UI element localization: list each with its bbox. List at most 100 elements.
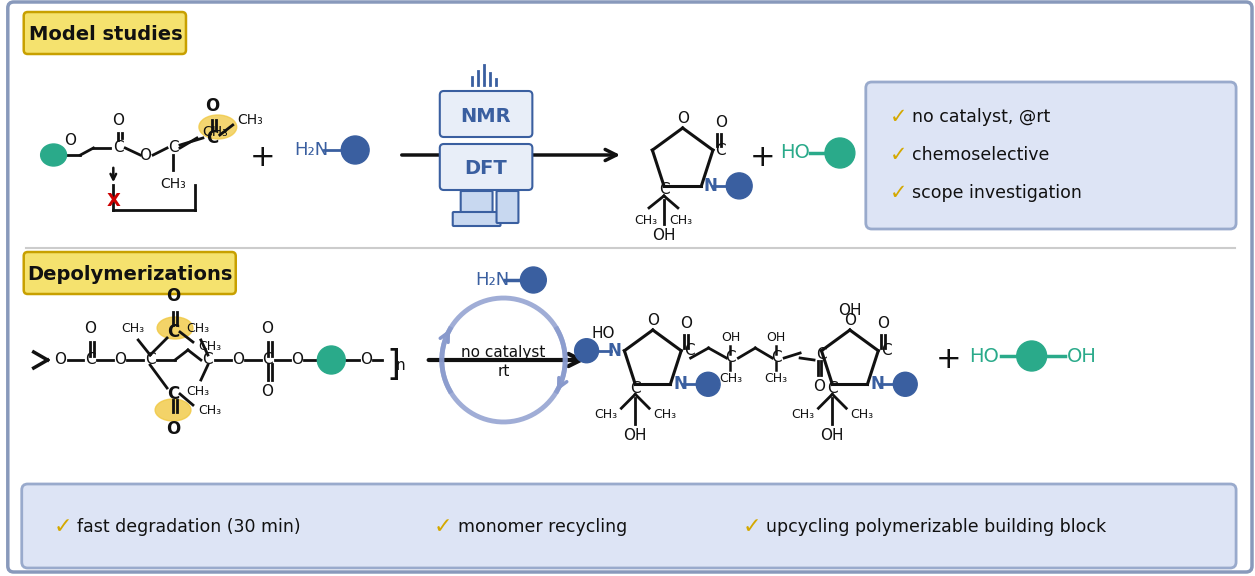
Text: O: O [715, 115, 727, 130]
Text: C: C [144, 353, 156, 367]
Text: CH₃: CH₃ [850, 408, 873, 421]
Circle shape [318, 346, 345, 374]
Text: X: X [107, 192, 120, 210]
Text: NMR: NMR [461, 107, 511, 126]
Text: chemoselective: chemoselective [911, 146, 1049, 164]
Text: O: O [676, 111, 689, 126]
Text: C: C [630, 381, 640, 396]
FancyBboxPatch shape [866, 82, 1236, 229]
Text: OH: OH [1067, 347, 1097, 366]
Text: N: N [871, 376, 885, 393]
Text: HO: HO [781, 143, 809, 162]
Text: O: O [64, 133, 77, 148]
Text: +: + [250, 143, 275, 172]
Text: CH₃: CH₃ [237, 113, 264, 127]
Text: CH₃: CH₃ [635, 214, 658, 227]
Text: C: C [167, 323, 179, 341]
Text: O: O [54, 353, 67, 367]
Text: ✓: ✓ [434, 517, 453, 537]
Ellipse shape [40, 144, 67, 166]
Text: C: C [725, 351, 735, 366]
FancyBboxPatch shape [497, 191, 518, 223]
Circle shape [825, 138, 855, 168]
Text: C: C [113, 141, 123, 156]
Text: O: O [843, 313, 856, 328]
FancyBboxPatch shape [439, 144, 532, 190]
Text: O: O [877, 316, 890, 331]
Text: +: + [936, 346, 961, 374]
FancyBboxPatch shape [8, 2, 1252, 572]
Text: CH₃: CH₃ [594, 408, 617, 421]
Text: C: C [202, 353, 213, 367]
Text: O: O [205, 97, 218, 115]
Text: CH₃: CH₃ [122, 322, 144, 335]
Text: ]: ] [387, 348, 400, 382]
Text: C: C [816, 347, 827, 362]
Circle shape [575, 339, 599, 363]
FancyBboxPatch shape [461, 191, 492, 213]
Text: CH₃: CH₃ [792, 408, 814, 421]
Text: H₂N: H₂N [295, 141, 329, 159]
Ellipse shape [198, 115, 237, 139]
Text: C: C [262, 353, 272, 367]
Text: C: C [881, 343, 892, 358]
Text: HO: HO [969, 347, 999, 366]
Text: O: O [114, 353, 127, 367]
Text: O: O [166, 287, 181, 305]
Text: OH: OH [653, 228, 675, 243]
Text: O: O [291, 353, 304, 367]
Text: ✓: ✓ [890, 183, 907, 203]
Text: CH₃: CH₃ [198, 404, 221, 416]
Text: CH₃: CH₃ [161, 177, 186, 191]
Text: C: C [715, 143, 725, 158]
Text: rt: rt [497, 365, 510, 380]
Text: ✓: ✓ [743, 517, 761, 537]
Text: C: C [168, 141, 178, 156]
Text: CH₃: CH₃ [198, 339, 221, 353]
Circle shape [697, 372, 720, 396]
Circle shape [727, 173, 752, 199]
Text: fast degradation (30 min): fast degradation (30 min) [78, 518, 301, 536]
Text: O: O [139, 147, 151, 162]
Text: CH₃: CH₃ [186, 322, 210, 335]
Text: N: N [674, 376, 688, 393]
Text: O: O [646, 313, 659, 328]
Text: O: O [680, 316, 693, 331]
Text: C: C [85, 353, 95, 367]
Text: C: C [771, 351, 782, 366]
Text: C: C [167, 385, 179, 403]
Text: CH₃: CH₃ [186, 385, 210, 398]
Text: no catalyst: no catalyst [462, 344, 546, 359]
Text: ✓: ✓ [890, 145, 907, 165]
Text: C: C [684, 343, 695, 358]
Text: CH₃: CH₃ [764, 372, 788, 385]
Text: OH: OH [624, 429, 648, 444]
Text: ✓: ✓ [890, 107, 907, 127]
Ellipse shape [156, 399, 191, 421]
Circle shape [521, 267, 546, 293]
Text: no catalyst, @rt: no catalyst, @rt [911, 108, 1050, 126]
Circle shape [894, 372, 917, 396]
Text: O: O [112, 113, 124, 128]
Text: H₂N: H₂N [476, 271, 510, 289]
Circle shape [1017, 341, 1047, 371]
Text: O: O [261, 321, 274, 336]
Text: Model studies: Model studies [29, 25, 182, 44]
Text: scope investigation: scope investigation [911, 184, 1082, 202]
Text: C: C [659, 183, 669, 198]
Text: CH₃: CH₃ [719, 372, 742, 385]
Ellipse shape [157, 317, 193, 339]
Text: O: O [84, 321, 97, 336]
FancyBboxPatch shape [453, 212, 501, 226]
Text: monomer recycling: monomer recycling [458, 518, 628, 536]
Text: O: O [232, 353, 243, 367]
Text: CH₃: CH₃ [669, 214, 693, 227]
Text: ✓: ✓ [54, 517, 73, 537]
Text: O: O [360, 353, 373, 367]
FancyBboxPatch shape [24, 252, 236, 294]
Text: N: N [607, 342, 621, 360]
Text: CH₃: CH₃ [202, 125, 227, 139]
Text: C: C [827, 381, 837, 396]
Text: +: + [749, 143, 776, 172]
Text: C: C [206, 129, 218, 147]
